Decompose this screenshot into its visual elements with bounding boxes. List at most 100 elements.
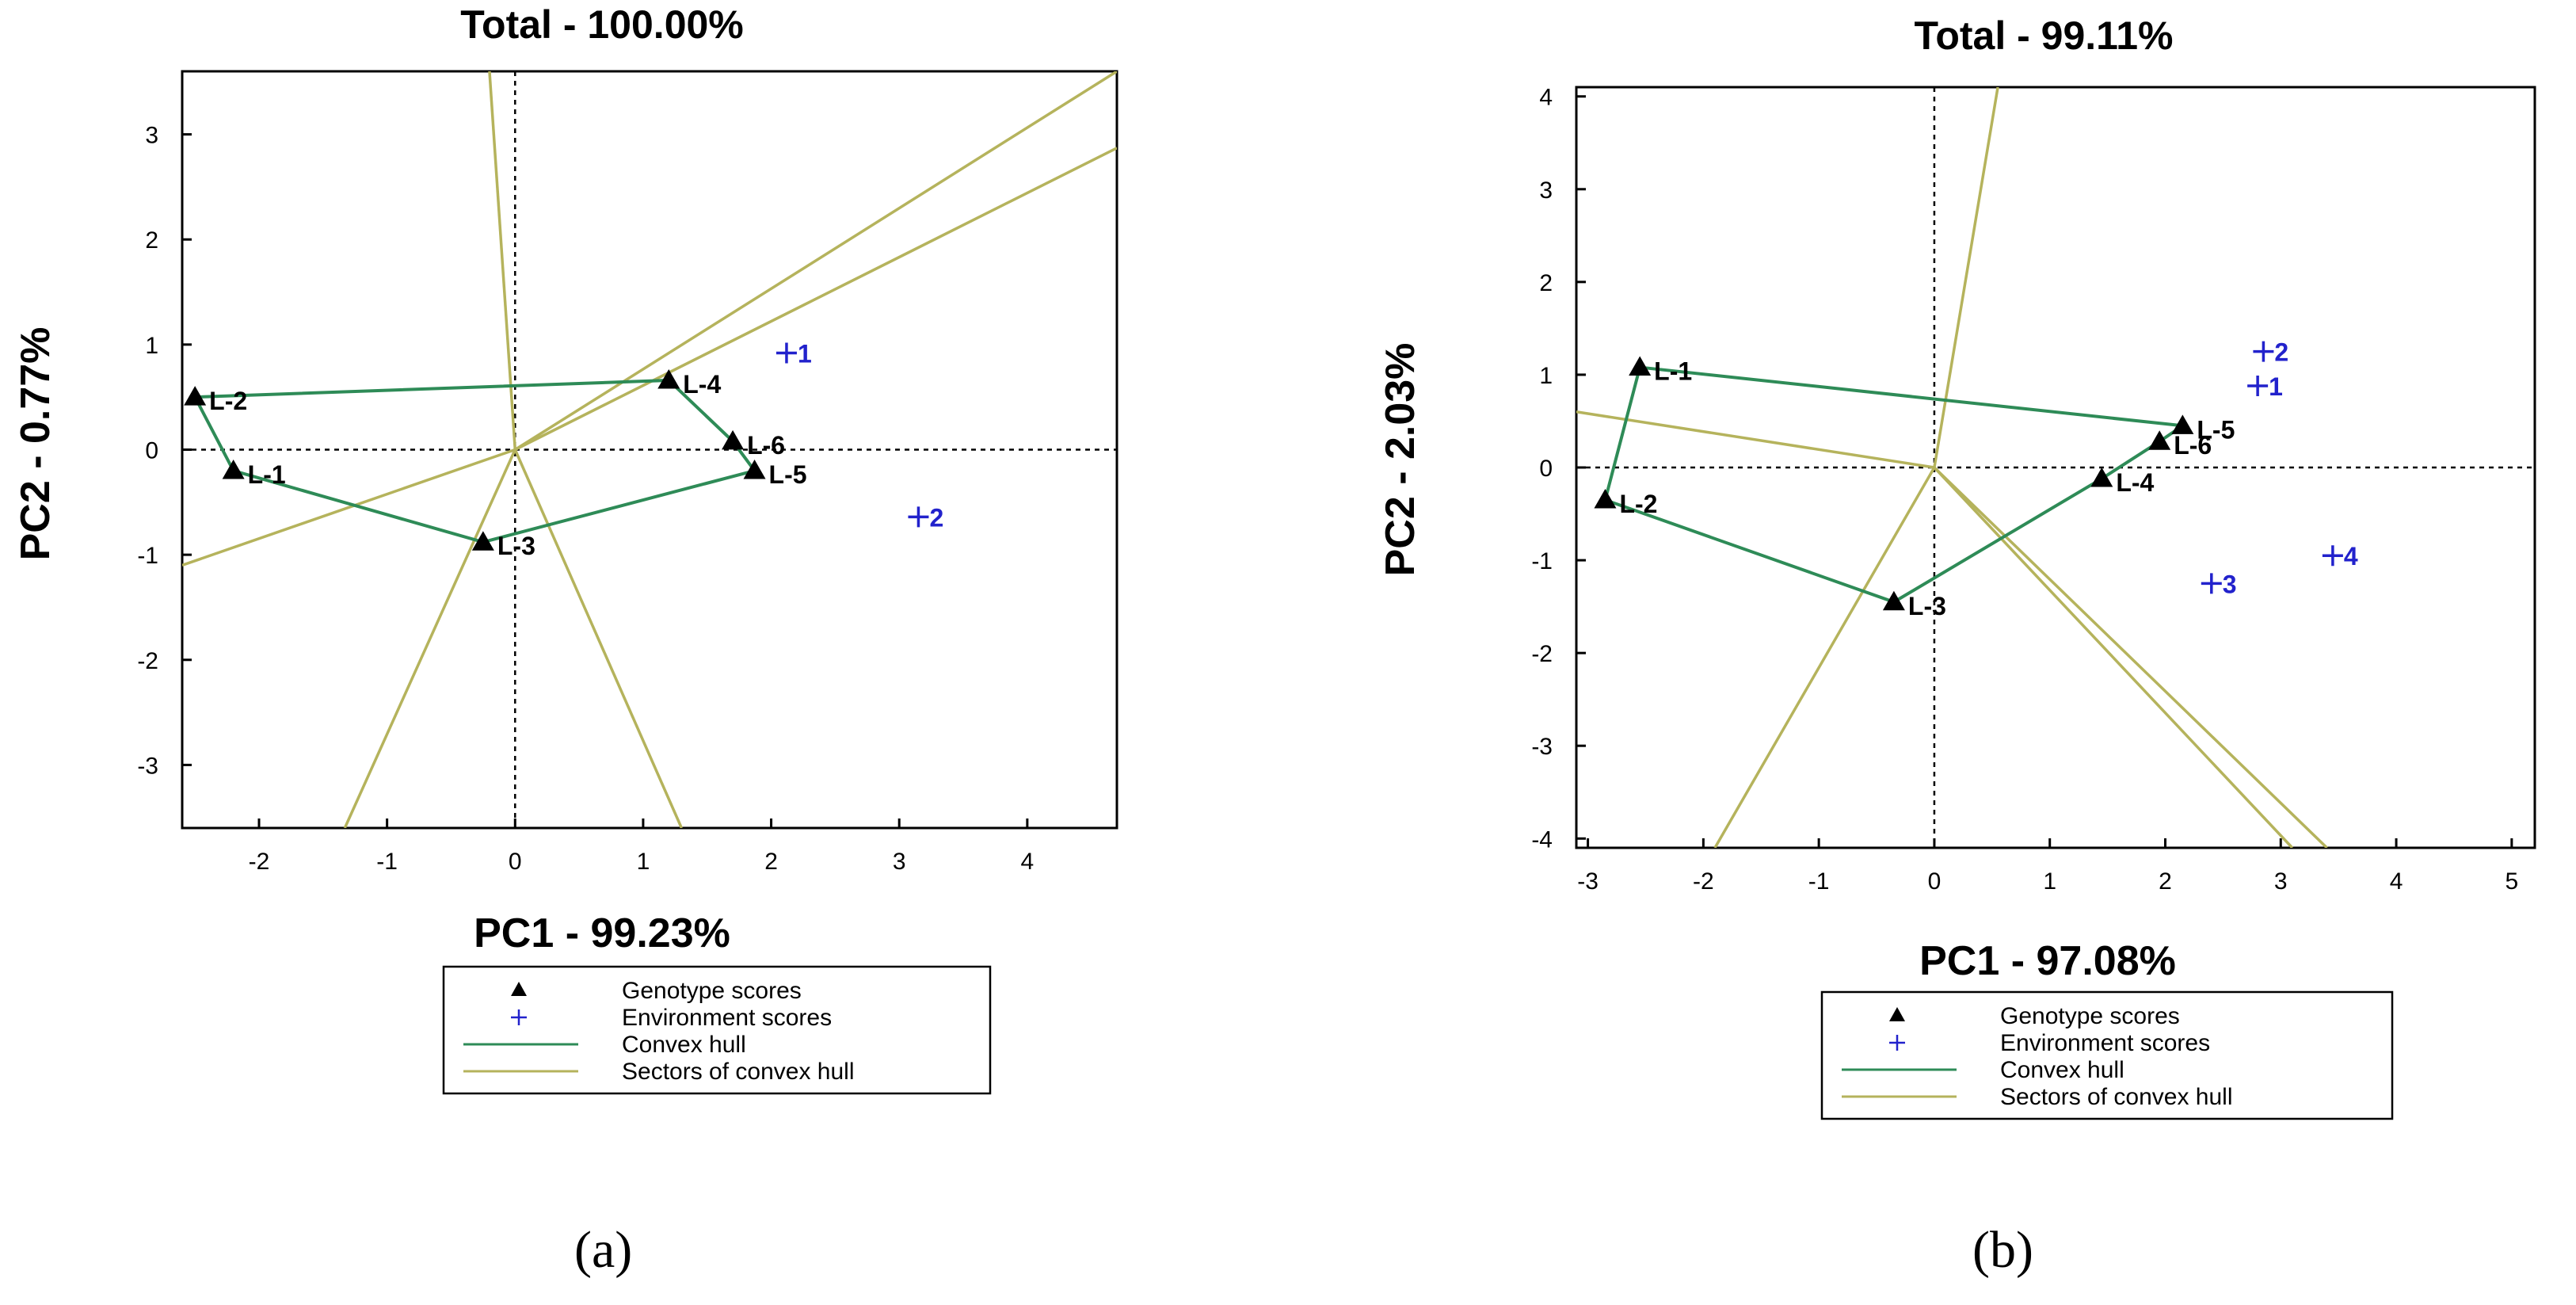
x-tick-label-a: 2 [764, 849, 778, 875]
environment-marker-b [2247, 375, 2269, 396]
legend-hull-label-a: Convex hull [622, 1032, 746, 1058]
legend-sectors-label-b: Sectors of convex hull [2000, 1084, 2232, 1110]
genotype-label-a: L-6 [747, 431, 785, 460]
environment-label-b: 4 [2344, 542, 2358, 570]
genotype-marker-b [2171, 414, 2194, 434]
x-tick-label-b: -3 [1577, 868, 1599, 895]
y-axis-label-b: PC2 - 2.03% [1378, 343, 1423, 577]
y-tick-label-a: -1 [137, 543, 158, 569]
genotype-label-a: L-1 [248, 460, 286, 489]
panel-label-b: (b) [1972, 1220, 2033, 1280]
chart-title-a: Total - 100.00% [460, 2, 744, 47]
y-tick-label-b: 3 [1539, 177, 1553, 204]
genotype-label-b: L-2 [1619, 490, 1657, 518]
y-tick-label-a: -3 [137, 753, 158, 779]
environment-marker-b [2322, 545, 2343, 567]
x-tick-label-b: -1 [1808, 868, 1830, 895]
genotype-marker-a [722, 429, 745, 450]
environment-marker-a [908, 506, 929, 528]
x-tick-label-a: 3 [893, 849, 906, 875]
x-tick-label-a: 0 [509, 849, 522, 875]
x-tick-label-b: 0 [1928, 868, 1942, 895]
legend-genotype-label-b: Genotype scores [2000, 1003, 2180, 1029]
genotype-marker-b [2148, 430, 2171, 450]
y-tick-label-a: 2 [145, 227, 158, 254]
y-tick-label-a: 0 [145, 438, 158, 464]
sector-ray-b [1933, 87, 1999, 468]
genotype-label-b: L-4 [2116, 468, 2154, 497]
y-tick-label-b: -1 [1531, 548, 1553, 574]
genotype-marker-b [2090, 467, 2113, 487]
environment-marker-b [2253, 341, 2274, 362]
panel-a-biplot: Total - 100.00% PC1 - 99.23% PC2 - 0.77% -2… [13, 2, 1118, 1095]
sector-ray-a [182, 448, 516, 567]
panel-label-a: (a) [574, 1220, 632, 1280]
panel-label-a-text: (a) [574, 1221, 633, 1279]
y-tick-label-b: -2 [1531, 641, 1553, 667]
genotype-marker-a [657, 368, 680, 389]
y-tick-label-b: -3 [1531, 734, 1553, 760]
legend-environment-label-a: Environment scores [622, 1005, 832, 1031]
x-tick-label-b: 2 [2159, 868, 2172, 895]
y-tick-label-a: 1 [145, 333, 158, 359]
sector-ray-b [1933, 466, 2294, 848]
sector-ray-a [488, 71, 517, 450]
legend-environment-symbol-b [1889, 1035, 1905, 1051]
sector-ray-b [1933, 466, 2328, 848]
y-tick-label-a: 3 [145, 123, 158, 149]
environment-label-a: 2 [929, 503, 943, 532]
sector-ray-b [1576, 410, 1935, 469]
sector-ray-a [514, 147, 1117, 452]
legend-environment-label-b: Environment scores [2000, 1030, 2210, 1056]
legend-genotype-symbol-b [1889, 1007, 1905, 1021]
genotype-marker-b [1882, 590, 1905, 611]
genotype-label-b: L-3 [1908, 592, 1946, 620]
legend-sectors-label-a: Sectors of convex hull [622, 1059, 854, 1085]
y-tick-label-b: 4 [1539, 85, 1553, 111]
legend-genotype-symbol-a [511, 982, 527, 996]
plot-area-a [182, 71, 1117, 828]
panel-label-b-text: (b) [1972, 1221, 2033, 1279]
genotype-label-a: L-2 [209, 387, 247, 415]
genotype-label-b: L-5 [2197, 415, 2235, 444]
y-tick-label-b: 1 [1539, 363, 1553, 389]
genotype-label-a: L-5 [769, 460, 807, 489]
genotype-marker-b [1594, 488, 1617, 509]
genotype-label-b: L-6 [2174, 431, 2212, 460]
environment-label-a: 1 [798, 339, 812, 368]
plot-area-b [1576, 87, 2535, 848]
x-tick-label-a: -2 [249, 849, 270, 875]
y-tick-label-b: 0 [1539, 456, 1553, 482]
sector-ray-b [1713, 467, 1936, 848]
sector-ray-a [513, 448, 684, 828]
environment-label-b: 1 [2269, 372, 2283, 401]
genotype-marker-a [471, 531, 494, 551]
x-tick-label-b: -2 [1693, 868, 1714, 895]
genotype-marker-a [184, 386, 207, 406]
environment-marker-b [2201, 573, 2222, 594]
legend-environment-symbol-a [511, 1009, 527, 1025]
genotype-label-a: L-4 [683, 370, 721, 399]
environment-label-b: 3 [2223, 570, 2237, 598]
y-tick-label-a: -2 [137, 648, 158, 674]
x-axis-label-b: PC1 - 97.08% [1919, 938, 2176, 984]
x-tick-label-a: 4 [1021, 849, 1035, 875]
x-tick-label-b: 4 [2390, 868, 2403, 895]
x-tick-label-b: 1 [2043, 868, 2056, 895]
x-axis-label-a: PC1 - 99.23% [474, 910, 730, 956]
genotype-marker-a [743, 460, 766, 479]
genotype-label-a: L-3 [497, 532, 535, 560]
genotype-label-b: L-1 [1654, 357, 1692, 386]
legend-genotype-label-a: Genotype scores [622, 978, 802, 1004]
legend-hull-label-b: Convex hull [2000, 1057, 2124, 1083]
chart-title-b: Total - 99.11% [1915, 13, 2174, 58]
y-axis-label-a: PC2 - 0.77% [13, 327, 59, 561]
environment-label-b: 2 [2274, 338, 2288, 367]
sector-ray-a [343, 448, 516, 828]
environment-marker-a [775, 342, 797, 364]
x-tick-label-b: 3 [2274, 868, 2288, 895]
panel-b-biplot: Total - 99.11% PC1 - 97.08% PC2 - 2.03% -3 -… [1378, 13, 2536, 1120]
